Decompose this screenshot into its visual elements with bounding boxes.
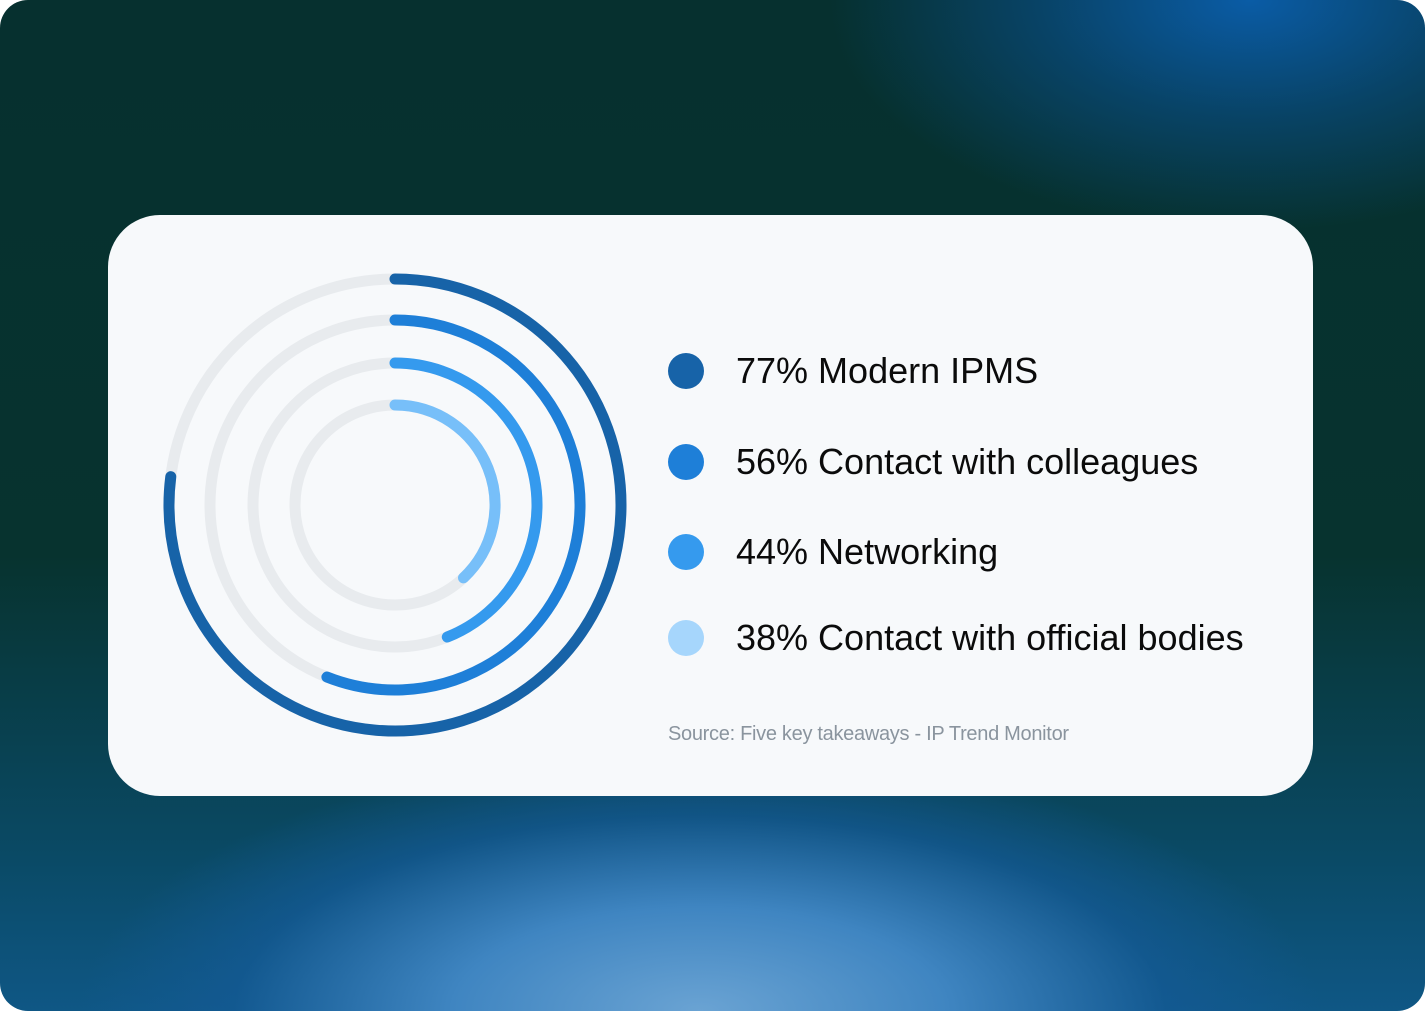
ring-arc [389, 357, 543, 643]
legend-item: 44% Networking [668, 531, 998, 573]
legend-dot [668, 620, 704, 656]
ring-arc [321, 314, 586, 696]
source-note: Source: Five key takeaways - IP Trend Mo… [668, 723, 1069, 745]
legend-label: 77% Modern IPMS [736, 350, 1039, 391]
legend-item: 77% Modern IPMS [668, 350, 1038, 392]
legend-label: 44% Networking [736, 531, 999, 572]
radial-bar-chart [163, 273, 627, 737]
legend-label: 56% Contact with colleagues [736, 441, 1199, 482]
ring-arc [163, 273, 627, 737]
ring-arc [389, 399, 501, 584]
legend-label: 38% Contact with official bodies [736, 617, 1244, 658]
legend-item: 38% Contact with official bodies [668, 617, 1244, 659]
chart-card: 77% Modern IPMS 56% Contact with colleag… [108, 215, 1313, 796]
legend-dot [668, 534, 704, 570]
legend-dot [668, 444, 704, 480]
legend-item: 56% Contact with colleagues [668, 441, 1198, 483]
legend-dot [668, 353, 704, 389]
